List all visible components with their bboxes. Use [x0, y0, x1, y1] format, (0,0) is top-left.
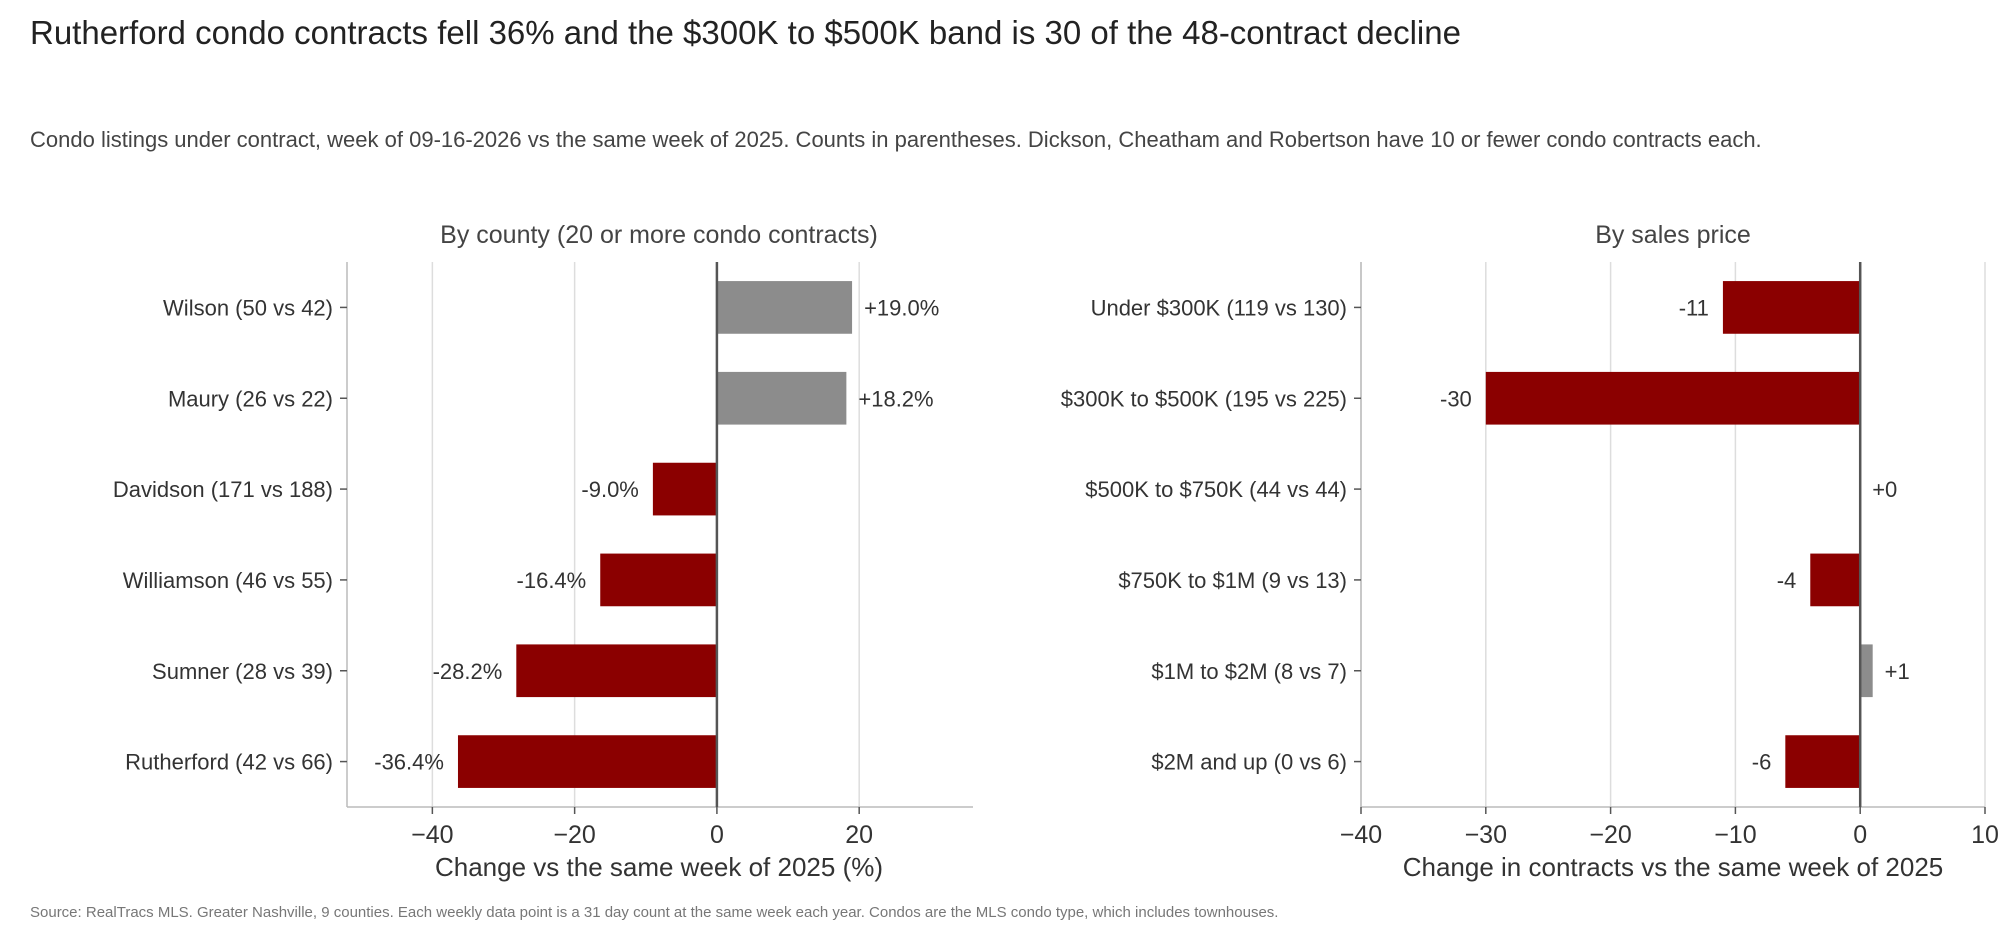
county-bar — [600, 553, 717, 607]
county-x-tick-label: 20 — [845, 821, 873, 849]
county-category-label: Davidson (171 vs 188) — [113, 477, 333, 502]
county-data-label: -36.4% — [374, 750, 444, 775]
price-category-label: $300K to $500K (195 vs 225) — [1061, 386, 1347, 411]
price-category-label: $750K to $1M (9 vs 13) — [1118, 568, 1347, 593]
county-panel: By county (20 or more condo contracts) C… — [113, 221, 973, 882]
price-x-tick-label: 0 — [1853, 821, 1867, 849]
county-x-axis-title: Change vs the same week of 2025 (%) — [435, 852, 883, 882]
price-x-tick-label: −40 — [1340, 821, 1382, 849]
price-category-label: $1M to $2M (8 vs 7) — [1151, 659, 1347, 684]
chart-title: Rutherford condo contracts fell 36% and … — [30, 14, 1461, 51]
county-x-tick-label: −20 — [553, 821, 595, 849]
county-x-tick-label: 0 — [710, 821, 724, 849]
county-category-label: Sumner (28 vs 39) — [152, 659, 333, 684]
price-bar — [1722, 281, 1861, 334]
county-panel-title: By county (20 or more condo contracts) — [440, 221, 878, 249]
price-data-label: +1 — [1885, 659, 1910, 684]
price-category-label: $500K to $750K (44 vs 44) — [1085, 477, 1347, 502]
chart-subtitle: Condo listings under contract, week of 0… — [30, 127, 1762, 152]
county-bar — [716, 281, 853, 334]
county-data-label: -28.2% — [433, 659, 503, 684]
county-data-label: -9.0% — [581, 477, 638, 502]
county-category-label: Rutherford (42 vs 66) — [125, 750, 333, 775]
price-x-tick-label: −10 — [1714, 821, 1756, 849]
price-data-label: -30 — [1440, 386, 1472, 411]
price-x-axis-title: Change in contracts vs the same week of … — [1403, 852, 1944, 882]
county-category-label: Williamson (46 vs 55) — [123, 568, 333, 593]
price-x-tick-label: −20 — [1589, 821, 1631, 849]
county-data-label: +19.0% — [864, 295, 939, 320]
price-bar — [1810, 553, 1861, 607]
county-bar — [516, 644, 717, 698]
price-panel: By sales price Change in contracts vs th… — [1061, 221, 1999, 882]
county-bar — [652, 462, 717, 516]
price-data-label: -6 — [1752, 750, 1772, 775]
county-bar — [716, 371, 847, 425]
price-data-label: +0 — [1872, 477, 1897, 502]
price-bar — [1485, 371, 1861, 425]
county-data-label: +18.2% — [858, 386, 933, 411]
price-bar — [1860, 644, 1873, 698]
county-x-tick-label: −40 — [411, 821, 453, 849]
source-note: Source: RealTracs MLS. Greater Nashville… — [30, 904, 1279, 921]
price-data-label: -11 — [1679, 295, 1709, 320]
county-category-label: Maury (26 vs 22) — [168, 386, 333, 411]
price-x-tick-label: 10 — [1971, 821, 1999, 849]
price-bar — [1785, 735, 1861, 788]
county-category-label: Wilson (50 vs 42) — [163, 295, 333, 320]
price-category-label: $2M and up (0 vs 6) — [1151, 750, 1347, 775]
price-x-tick-label: −30 — [1465, 821, 1507, 849]
county-bar — [457, 735, 717, 788]
price-data-label: -4 — [1777, 568, 1797, 593]
county-data-label: -16.4% — [517, 568, 587, 593]
price-category-label: Under $300K (119 vs 130) — [1091, 295, 1347, 320]
price-panel-title: By sales price — [1595, 221, 1751, 249]
